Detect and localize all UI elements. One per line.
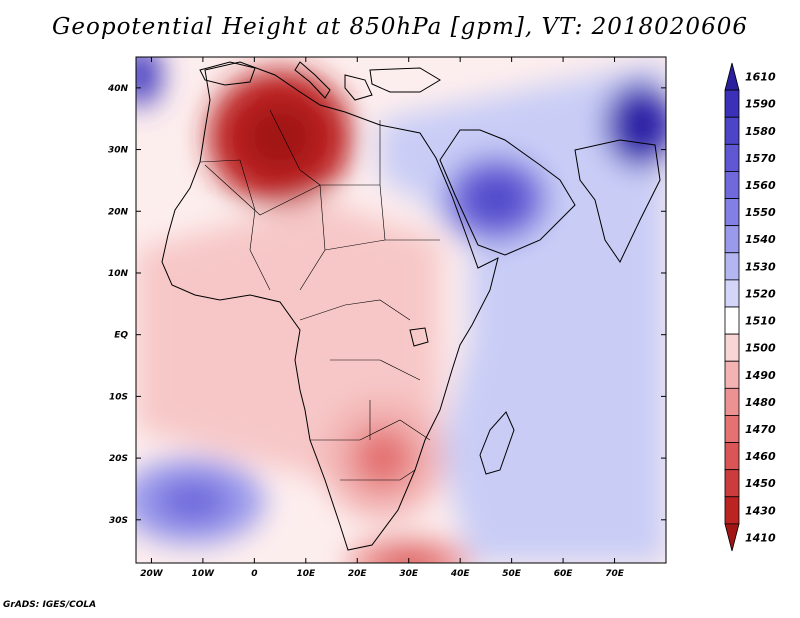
field-feature-core-3 [136, 60, 152, 91]
map-plot-area [136, 57, 666, 563]
colorbar-label: 1460 [745, 450, 776, 463]
lat-tick-label: 10N [108, 269, 129, 279]
anatolia-coastline [369, 67, 441, 93]
colorbar-swatch [724, 306, 740, 335]
field-feature-core-4 [156, 479, 229, 523]
colorbar-label: 1470 [745, 423, 776, 436]
lat-tick-label: 30N [108, 146, 129, 156]
colorbar-label: 1590 [745, 98, 776, 111]
coastlines [161, 61, 661, 551]
colorbar-label: 1530 [745, 260, 776, 273]
lon-tick-label: 20E [348, 569, 368, 579]
lon-tick-label: 40E [450, 569, 471, 579]
italy-greece-coastline [294, 61, 373, 101]
colorbar-label: 1580 [745, 125, 776, 138]
field-feature-core-1 [470, 177, 522, 221]
lat-tick-label: 20N [108, 207, 129, 217]
lon-tick-label: 30E [399, 569, 419, 579]
colorbar-label: 1560 [745, 179, 776, 192]
colorbar-label: 1500 [745, 342, 776, 355]
lon-tick-label: 50E [502, 569, 522, 579]
africa-coastline [161, 61, 499, 551]
field-feature-core-5 [352, 427, 414, 489]
lon-tick-label: 70E [605, 569, 625, 579]
lat-tick-label: 30S [109, 516, 128, 526]
colorbar-label: 1490 [745, 369, 776, 382]
lake-victoria [409, 327, 429, 347]
colorbar-swatch [724, 252, 740, 281]
colorbar-label: 1480 [745, 396, 776, 409]
colorbar-swatch [724, 442, 740, 471]
grads-credit: GrADS: IGES/COLA [3, 600, 97, 610]
lon-tick-label: 10E [296, 569, 316, 579]
india-coastline [574, 139, 661, 264]
colorbar-swatch [724, 469, 740, 498]
colorbar-swatch [724, 387, 740, 416]
lon-tick-label: 0 [251, 569, 257, 579]
iberia-coastline [199, 61, 256, 86]
colorbar-swatch [724, 333, 740, 362]
map-title: Geopotential Height at 850hPa [gpm], VT:… [52, 14, 748, 40]
colorbar-label: 1510 [745, 315, 776, 328]
colorbar-swatch [724, 116, 740, 145]
colorbar-label: 1410 [745, 531, 776, 544]
lon-tick-label: 20W [140, 569, 164, 579]
colorbar-swatch [724, 225, 740, 254]
colorbar-swatch [724, 171, 740, 199]
lat-tick-label: EQ [114, 331, 128, 341]
border-lines [199, 109, 440, 481]
colorbar-swatch [724, 496, 740, 525]
colorbar-swatch [724, 62, 740, 91]
colorbar-swatch [724, 279, 740, 308]
colorbar-label: 1540 [745, 233, 776, 246]
field-feature-core-2 [622, 103, 659, 147]
lat-tick-label: 40N [107, 84, 129, 94]
colorbar-label: 1610 [745, 71, 776, 84]
colorbar-swatch [724, 143, 740, 172]
field-feature-core-6 [377, 550, 440, 563]
colorbar-label: 1520 [745, 287, 776, 300]
colorbar-label: 1450 [745, 477, 776, 490]
field-feature-core-0 [244, 103, 317, 172]
lat-tick-label: 20S [109, 454, 128, 464]
colorbar-label: 1550 [745, 206, 776, 219]
arabian-peninsula-coastline [439, 129, 576, 256]
map-frame [135, 56, 667, 564]
colorbar-label: 1570 [745, 152, 776, 165]
colorbar-swatch [724, 360, 740, 389]
colorbar-label: 1430 [745, 504, 776, 517]
colorbar-swatch [724, 198, 740, 227]
colorbar-swatch [724, 89, 740, 118]
lat-tick-label: 10S [109, 392, 128, 402]
colorbar-swatch [724, 415, 740, 443]
lon-tick-label: 60E [554, 569, 574, 579]
lon-tick-label: 10W [192, 569, 216, 579]
madagascar-coastline [479, 411, 515, 475]
colorbar-swatch [724, 523, 740, 552]
country-borders [199, 109, 440, 481]
